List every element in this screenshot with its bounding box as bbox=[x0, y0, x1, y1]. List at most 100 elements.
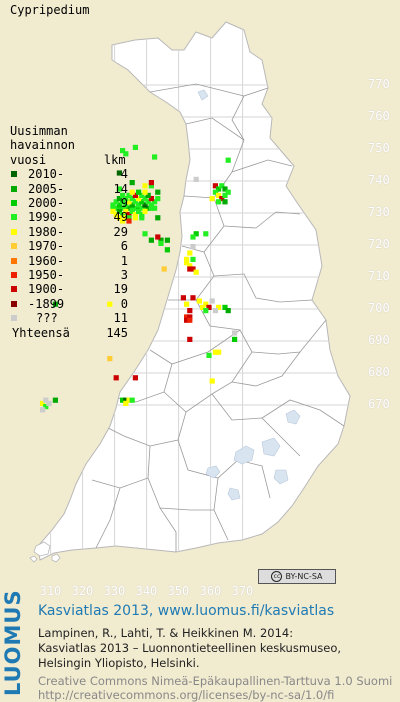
observation-marker bbox=[120, 205, 126, 211]
legend-total: Yhteensä 145 bbox=[10, 325, 128, 342]
observation-marker bbox=[184, 301, 190, 307]
observation-marker bbox=[113, 375, 119, 381]
observation-marker bbox=[203, 231, 209, 237]
observation-marker bbox=[129, 208, 135, 214]
observation-marker bbox=[43, 397, 49, 403]
observation-marker bbox=[123, 196, 129, 202]
x-tick-label: 310 bbox=[39, 584, 62, 598]
observation-marker bbox=[116, 215, 122, 221]
legend-row: 1960- 1 bbox=[10, 254, 128, 268]
observation-marker bbox=[116, 205, 122, 211]
observation-marker bbox=[120, 397, 126, 403]
observation-marker bbox=[142, 205, 148, 211]
legend-period: -1899 bbox=[28, 296, 65, 311]
observation-marker bbox=[110, 205, 116, 211]
legend-row: 1980- 29 bbox=[10, 224, 128, 239]
observation-marker bbox=[139, 215, 145, 221]
legend-swatch bbox=[11, 315, 17, 322]
legend-header-line: vuosi lkm bbox=[10, 152, 126, 167]
legend-row: 1950- 3 bbox=[10, 267, 128, 282]
observation-marker bbox=[216, 192, 222, 198]
observation-marker bbox=[136, 189, 142, 195]
observation-marker bbox=[136, 202, 142, 208]
observation-marker bbox=[129, 202, 135, 208]
observation-marker bbox=[148, 180, 154, 186]
observation-marker bbox=[193, 176, 199, 182]
legend-swatch bbox=[11, 286, 17, 293]
observation-marker bbox=[46, 400, 52, 406]
observation-marker bbox=[216, 199, 222, 205]
observation-marker bbox=[126, 397, 132, 403]
observation-marker bbox=[187, 308, 193, 314]
observation-marker bbox=[209, 298, 215, 304]
observation-marker bbox=[209, 378, 215, 384]
observation-marker bbox=[120, 148, 126, 154]
observation-marker bbox=[222, 199, 228, 205]
legend-period: 1980- bbox=[28, 224, 65, 239]
observation-marker bbox=[148, 183, 154, 189]
observation-marker bbox=[136, 205, 142, 211]
observation-marker bbox=[187, 336, 193, 342]
observation-marker bbox=[187, 314, 193, 320]
legend-row: 1970- 6 bbox=[10, 239, 128, 253]
observation-marker bbox=[113, 205, 119, 211]
observation-marker bbox=[193, 269, 199, 275]
observation-marker bbox=[219, 196, 225, 202]
y-tick-label: 720 bbox=[368, 237, 390, 251]
legend-swatch bbox=[11, 214, 17, 221]
observation-marker bbox=[148, 202, 154, 208]
observation-marker bbox=[216, 304, 222, 310]
observation-marker bbox=[180, 295, 186, 301]
legend-count: 9 bbox=[120, 196, 128, 210]
legend-count: 19 bbox=[113, 282, 128, 297]
luomus-logo-text: LUOMUS bbox=[1, 589, 25, 696]
observation-marker bbox=[116, 208, 122, 214]
observation-marker bbox=[206, 352, 212, 358]
observation-marker bbox=[142, 231, 148, 237]
legend-swatch bbox=[11, 171, 17, 178]
x-tick-label: 360 bbox=[199, 584, 222, 598]
legend-total-count: 145 bbox=[106, 325, 128, 340]
x-tick-label: 370 bbox=[231, 584, 254, 598]
observation-marker bbox=[132, 375, 138, 381]
observation-marker bbox=[222, 192, 228, 198]
legend-period: 1950- bbox=[28, 267, 65, 282]
observation-marker bbox=[164, 237, 170, 243]
observation-marker bbox=[110, 208, 116, 214]
y-tick-label: 730 bbox=[368, 205, 390, 219]
observation-marker bbox=[116, 170, 122, 176]
observation-marker bbox=[142, 183, 148, 189]
observation-marker bbox=[126, 192, 132, 198]
legend-period: ??? bbox=[36, 311, 58, 326]
observation-marker bbox=[126, 212, 132, 218]
observation-marker bbox=[145, 199, 151, 205]
observation-marker bbox=[120, 218, 126, 224]
legend: Uusimman havainnon vuosi lkm 2010- 4 2005-… bbox=[10, 124, 128, 342]
observation-marker bbox=[129, 189, 135, 195]
observation-marker bbox=[152, 199, 158, 205]
observation-marker bbox=[158, 240, 164, 246]
observation-marker bbox=[158, 237, 164, 243]
legend-row: 2000- 9 bbox=[10, 196, 128, 210]
observation-marker bbox=[155, 234, 161, 240]
observation-marker bbox=[139, 212, 145, 218]
observation-marker bbox=[123, 400, 129, 406]
observation-marker bbox=[116, 202, 122, 208]
observation-marker bbox=[222, 304, 228, 310]
y-tick-label: 760 bbox=[368, 109, 390, 123]
observation-marker bbox=[52, 301, 58, 307]
observation-marker bbox=[142, 196, 148, 202]
observation-marker bbox=[113, 212, 119, 218]
observation-marker bbox=[132, 205, 138, 211]
legend-count: 11 bbox=[113, 311, 128, 326]
observation-marker bbox=[126, 205, 132, 211]
legend-swatch bbox=[11, 185, 17, 192]
observation-marker bbox=[120, 192, 126, 198]
observation-marker bbox=[203, 301, 209, 307]
observation-marker bbox=[190, 244, 196, 250]
observation-marker bbox=[203, 308, 209, 314]
legend-period: 2010- bbox=[28, 167, 65, 182]
observation-marker bbox=[148, 205, 154, 211]
observation-marker bbox=[225, 308, 231, 314]
observation-marker bbox=[196, 298, 202, 304]
